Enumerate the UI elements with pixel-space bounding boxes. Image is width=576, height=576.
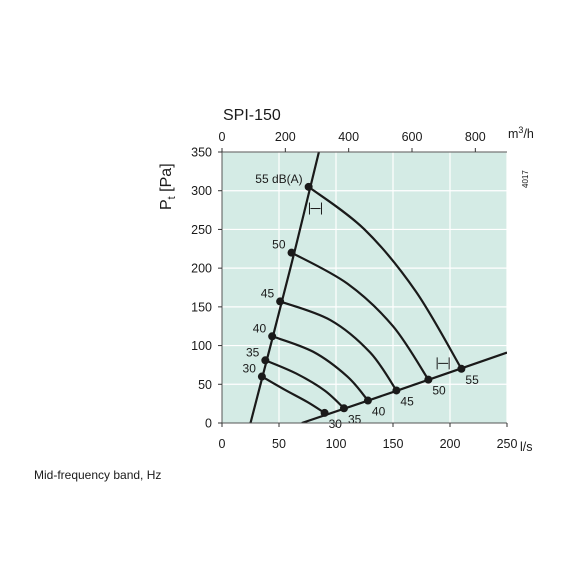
x-tick-label: 200 [440,437,461,451]
sound-curve [261,375,326,414]
y-tick-label: 300 [191,184,212,198]
curve-point [457,364,466,373]
curve-label-right: 35 [348,412,362,426]
chart-code-label: 4017 [521,170,530,188]
x2-axis-label: m3/h [508,125,534,141]
curve-point [304,182,313,191]
curve-point [276,297,285,306]
curve-point [363,396,372,405]
curve-point [257,372,266,381]
curve-label-left: 50 [272,238,286,252]
curve-label-left: 35 [246,345,260,359]
y-tick-label: 100 [191,339,212,353]
sound-curve [291,251,430,381]
curve-label-right: 45 [400,394,414,408]
x-tick-label: 100 [326,437,347,451]
x-tick-label: 0 [219,437,226,451]
x2-tick-label: 200 [275,130,296,144]
x2-tick-label: 800 [465,130,486,144]
curve-label-right: 50 [432,384,446,398]
curve-label-left: 30 [243,362,257,376]
chart-title: SPI-150 [223,107,281,124]
y-tick-label: 250 [191,223,212,237]
x-tick-label: 250 [497,437,518,451]
y-tick-label: 50 [198,378,212,392]
curve-point [320,408,329,417]
curve-label-right: 30 [329,417,343,431]
caption: Mid-frequency band, Hz [34,468,162,482]
sound-curve [271,335,369,402]
x-tick-label: 150 [383,437,404,451]
curve-point [339,404,348,413]
x2-tick-label: 400 [338,130,359,144]
curve-label-left: 55 dB(A) [255,172,302,186]
curve-label-left: 40 [253,321,267,335]
plot-background [222,152,507,423]
curve-point [392,386,401,395]
y-tick-label: 150 [191,300,212,314]
y-tick-label: 0 [205,417,212,431]
curve-label-right: 40 [372,405,386,419]
axes: 0 50 100 150 200 250 300 350 0 50 100 150 200 250 0 200… [191,130,517,451]
plot-area: 30 35 40 45 50 55 dB(A) 30 35 40 45 50 55 [222,151,508,431]
x2-tick-label: 0 [219,130,226,144]
sound-curve [307,185,463,370]
curve-label-right: 55 [465,373,479,387]
curve-point [424,375,433,384]
curve-point [287,248,296,257]
curve-point [261,356,270,365]
y-tick-label: 200 [191,262,212,276]
x-tick-label: 50 [272,437,286,451]
curve-point [268,332,277,341]
y-tick-label: 350 [191,146,212,160]
sound-curve [279,300,398,392]
x-axis-label: l/s [520,440,533,454]
y-axis-label: Pt [Pa] [158,163,178,210]
x2-tick-label: 600 [402,130,423,144]
sound-curve [264,359,345,410]
curve-label-left: 45 [261,286,275,300]
system-curve-upper [249,152,320,423]
